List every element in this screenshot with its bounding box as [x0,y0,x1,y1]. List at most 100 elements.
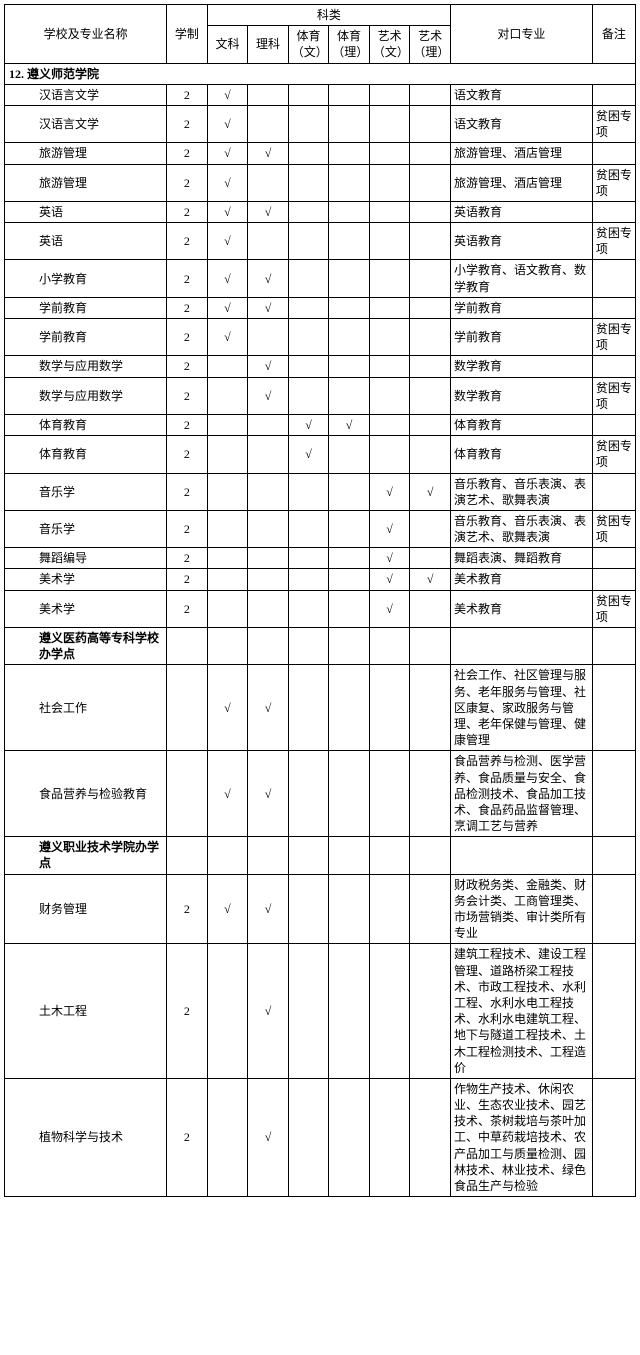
wenke: √ [207,297,248,318]
empty-cell [288,628,329,665]
beizhu: 贫困专项 [592,590,635,627]
beizhu [592,260,635,297]
like [248,569,289,590]
major-name: 植物科学与技术 [5,1078,167,1196]
yishu-li [410,84,451,105]
beizhu [592,201,635,222]
section-3-header: 遵义职业技术学院办学点 [5,837,167,874]
th-yishu-li: 艺术（理） [410,26,451,63]
yishu-wen [369,874,410,944]
major-name: 舞蹈编导 [5,548,167,569]
major-name: 汉语言文学 [5,105,167,142]
yishu-li [410,1078,451,1196]
beizhu: 贫困专项 [592,164,635,201]
yishu-li [410,201,451,222]
major-name: 音乐学 [5,473,167,510]
duikou: 小学教育、语文教育、数学教育 [450,260,592,297]
wenke: √ [207,751,248,837]
yishu-li [410,665,451,751]
xuezhi: 2 [167,84,208,105]
like: √ [248,751,289,837]
beizhu [592,356,635,377]
wenke [207,414,248,435]
duikou: 财政税务类、金融类、财务会计类、工商管理类、市场营销类、审计类所有专业 [450,874,592,944]
like: √ [248,1078,289,1196]
yishu-li [410,874,451,944]
duikou: 音乐教育、音乐表演、表演艺术、歌舞表演 [450,510,592,547]
tiyu-li [329,319,370,356]
wenke [207,590,248,627]
yishu-li [410,356,451,377]
like [248,548,289,569]
like [248,510,289,547]
tiyu-wen [288,510,329,547]
th-tiyu-wen: 体育（文） [288,26,329,63]
yishu-wen [369,260,410,297]
yishu-wen [369,164,410,201]
empty-cell [167,628,208,665]
xuezhi: 2 [167,510,208,547]
yishu-li [410,944,451,1079]
th-xuezhi: 学制 [167,5,208,64]
yishu-li [410,143,451,164]
yishu-li [410,751,451,837]
xuezhi: 2 [167,436,208,473]
xuezhi: 2 [167,377,208,414]
empty-cell [329,837,370,874]
empty-cell [329,628,370,665]
empty-cell [207,628,248,665]
wenke: √ [207,665,248,751]
wenke: √ [207,143,248,164]
tiyu-wen [288,569,329,590]
duikou: 体育教育 [450,436,592,473]
beizhu [592,84,635,105]
yishu-li [410,297,451,318]
major-name: 数学与应用数学 [5,377,167,414]
tiyu-wen [288,665,329,751]
beizhu [592,944,635,1079]
wenke: √ [207,223,248,260]
wenke [207,944,248,1079]
xuezhi: 2 [167,414,208,435]
xuezhi: 2 [167,1078,208,1196]
beizhu: 贫困专项 [592,223,635,260]
xuezhi [167,751,208,837]
empty-cell [450,628,592,665]
tiyu-li [329,751,370,837]
empty-cell [592,628,635,665]
tiyu-wen [288,164,329,201]
yishu-wen [369,356,410,377]
xuezhi: 2 [167,548,208,569]
like: √ [248,944,289,1079]
tiyu-li [329,164,370,201]
tiyu-wen: √ [288,414,329,435]
yishu-wen [369,319,410,356]
beizhu [592,143,635,164]
yishu-wen [369,377,410,414]
tiyu-wen [288,751,329,837]
tiyu-li [329,1078,370,1196]
tiyu-wen [288,260,329,297]
like [248,436,289,473]
xuezhi: 2 [167,473,208,510]
duikou: 作物生产技术、休闲农业、生态农业技术、园艺技术、茶树栽培与茶叶加工、中草药栽培技… [450,1078,592,1196]
tiyu-li [329,548,370,569]
yishu-wen [369,751,410,837]
table-row: 旅游管理2√√ 旅游管理、酒店管理 [5,143,636,164]
tiyu-wen [288,944,329,1079]
empty-cell [369,837,410,874]
like [248,319,289,356]
yishu-wen [369,297,410,318]
table-row: 美术学2 √√美术教育 [5,569,636,590]
yishu-wen [369,201,410,222]
major-name: 食品营养与检验教育 [5,751,167,837]
tiyu-wen [288,105,329,142]
table-row: 英语2√ 英语教育贫困专项 [5,223,636,260]
beizhu [592,473,635,510]
like: √ [248,356,289,377]
table-row: 小学教育2√√ 小学教育、语文教育、数学教育 [5,260,636,297]
like: √ [248,201,289,222]
major-name: 学前教育 [5,297,167,318]
tiyu-wen [288,377,329,414]
major-name: 英语 [5,201,167,222]
